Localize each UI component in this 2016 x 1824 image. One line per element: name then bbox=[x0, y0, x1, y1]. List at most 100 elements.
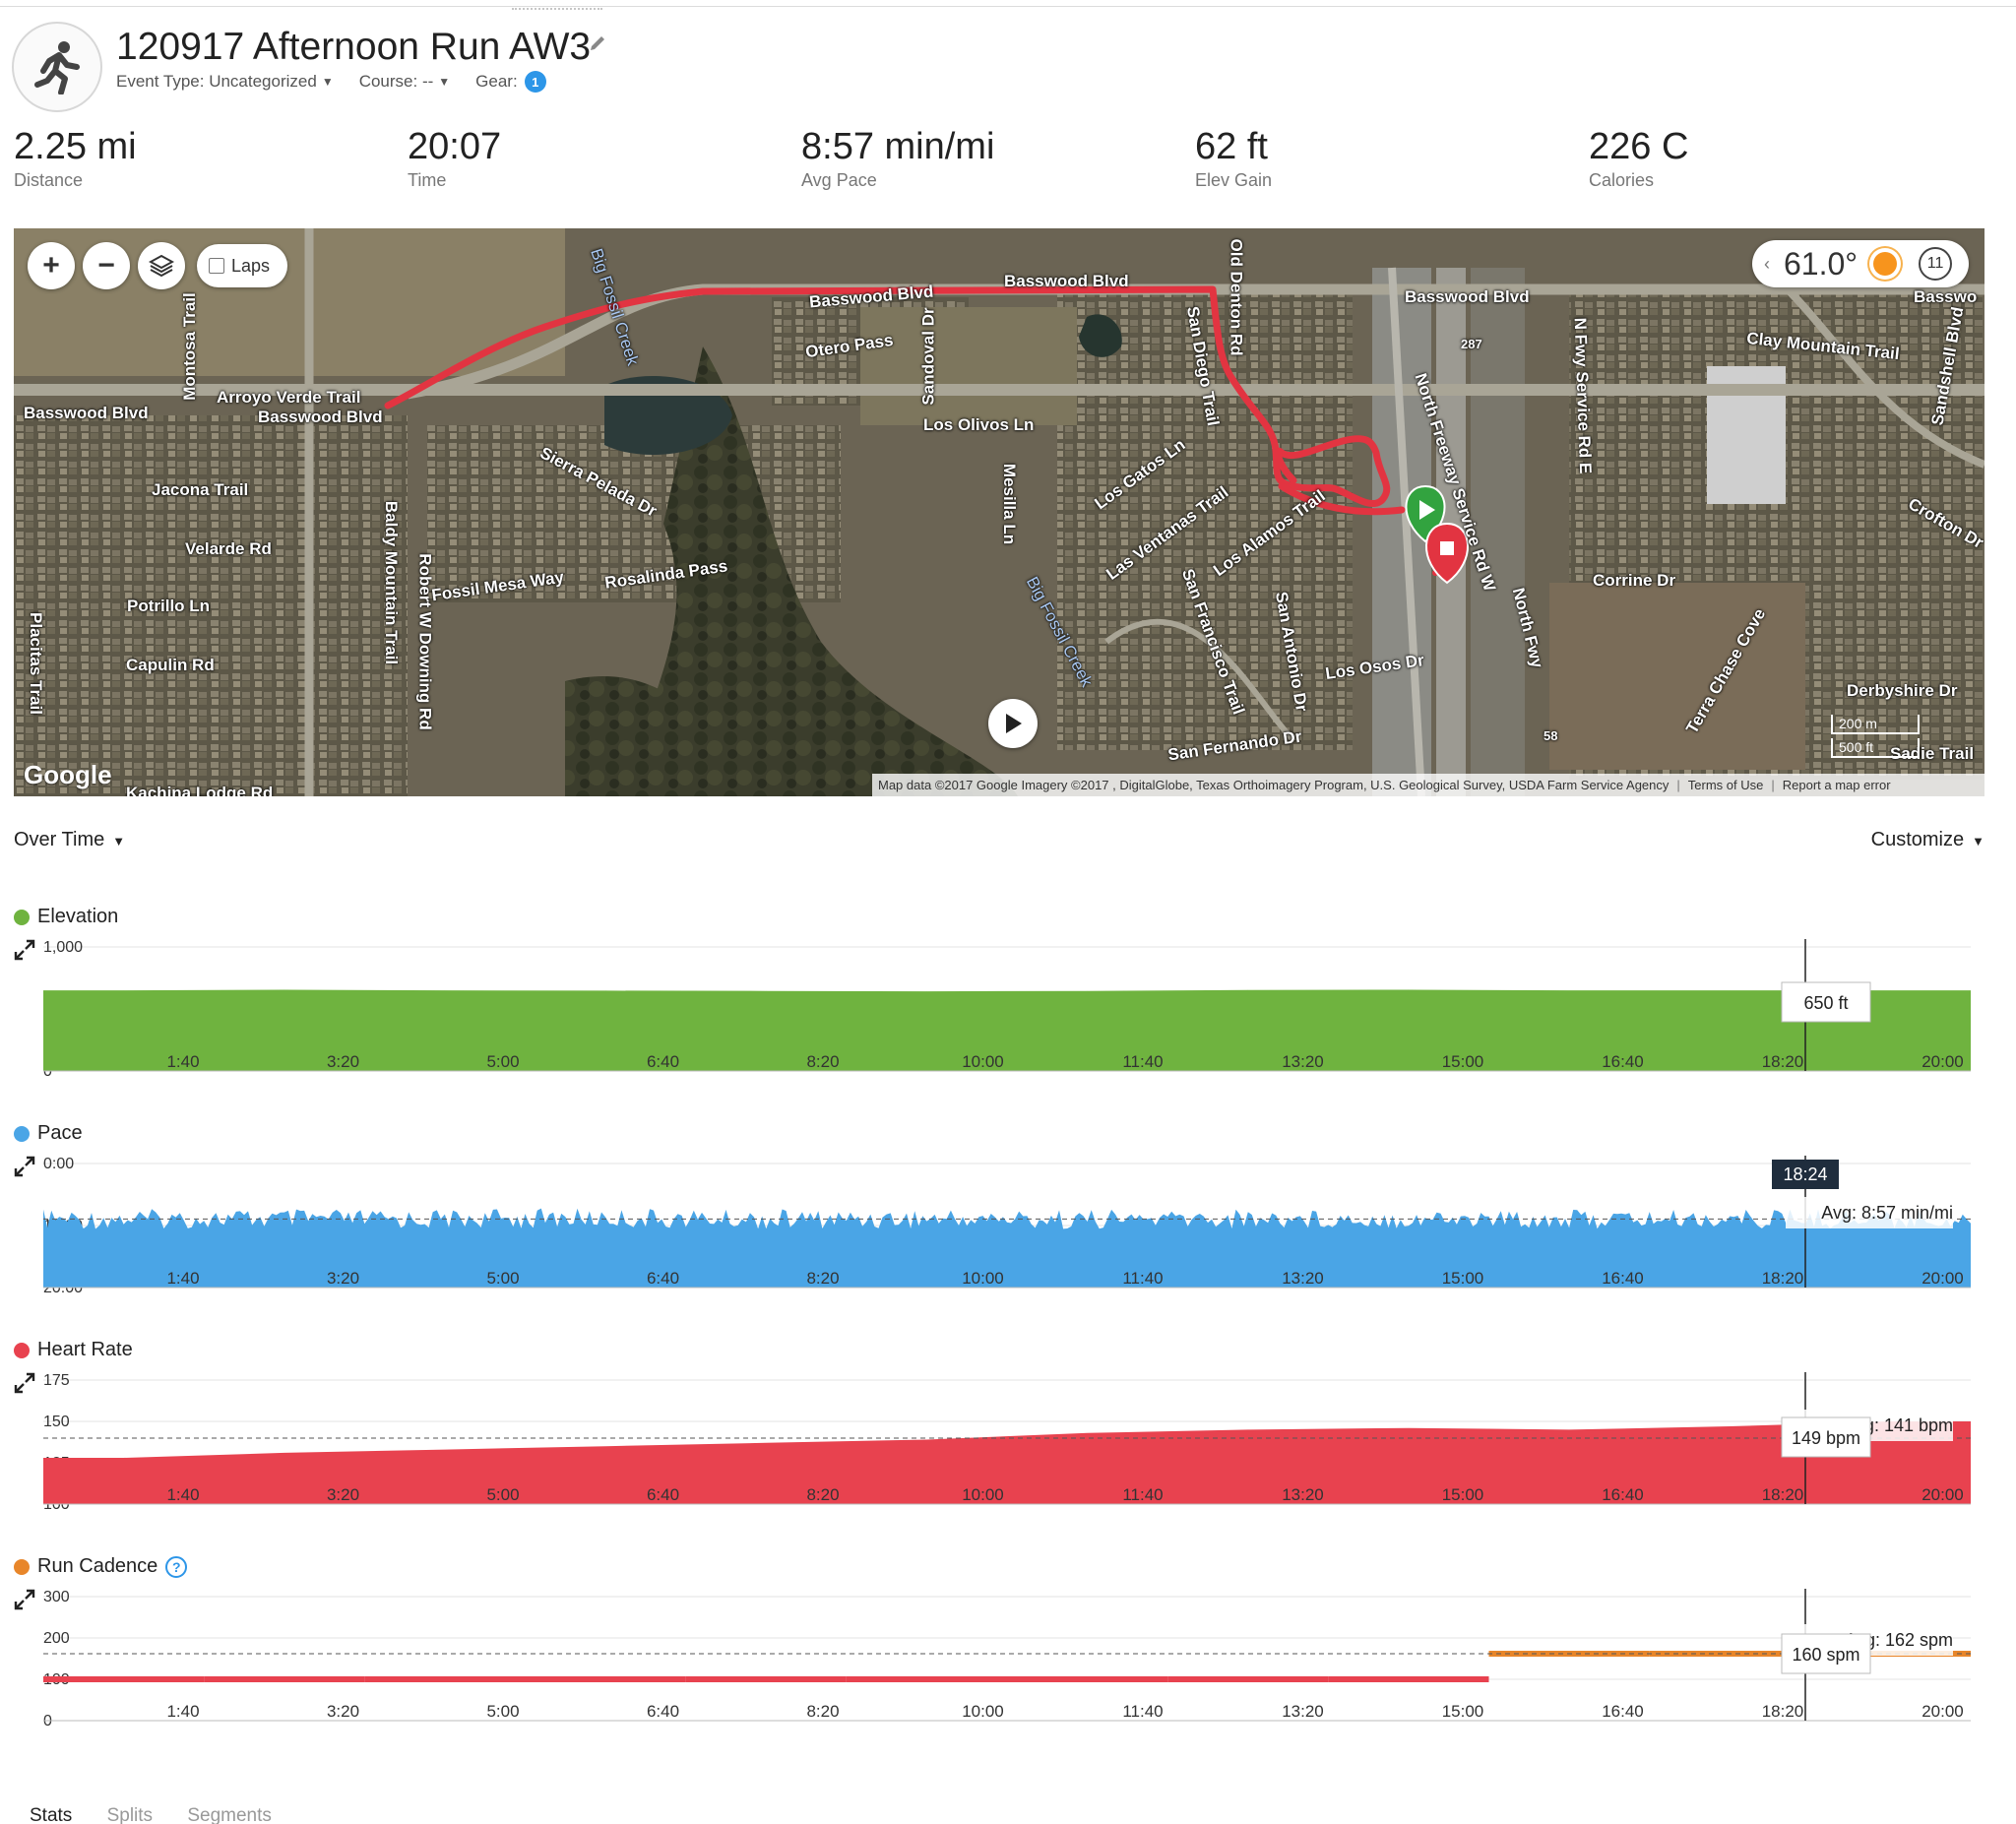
chart-title: Run Cadence bbox=[37, 1555, 158, 1577]
x-tick-label: 8:20 bbox=[806, 1485, 839, 1504]
gear-link[interactable]: Gear: 1 bbox=[475, 71, 546, 93]
stat-value: 2.25 mi bbox=[14, 126, 137, 167]
running-activity-icon bbox=[12, 22, 102, 112]
stat-label: Elev Gain bbox=[1195, 170, 1273, 190]
report-map-error-link[interactable]: Report a map error bbox=[1782, 778, 1891, 792]
expand-icon[interactable] bbox=[14, 1589, 35, 1610]
wind-icon: 11 bbox=[1919, 247, 1953, 281]
google-logo: Google bbox=[24, 760, 112, 789]
stat-time: 20:07 Time bbox=[408, 126, 501, 191]
x-tick-label: 8:20 bbox=[806, 1702, 839, 1721]
caret-down-icon: ▼ bbox=[321, 75, 334, 89]
stat-avg-pace: 8:57 min/mi Avg Pace bbox=[801, 126, 994, 191]
finish-marker[interactable] bbox=[1425, 522, 1469, 585]
expand-icon[interactable] bbox=[14, 939, 35, 961]
map-label: Capulin Rd bbox=[126, 656, 215, 674]
weather-widget[interactable]: ‹ 61.0° 11 bbox=[1752, 240, 1969, 287]
customize-dropdown[interactable]: Customize ▼ bbox=[1871, 829, 1984, 851]
run-cadence-plot[interactable]: 30020010001:403:205:006:408:2010:0011:40… bbox=[14, 1589, 1984, 1727]
map-label: Basswood Blvd bbox=[1004, 272, 1129, 290]
highway-shield: 287 bbox=[1461, 337, 1482, 351]
x-tick-label: 3:20 bbox=[327, 1702, 359, 1721]
pace-plot[interactable]: 0:0010:0020:001:403:205:006:408:2010:001… bbox=[14, 1156, 1984, 1293]
tooltip-value: 650 ft bbox=[1803, 993, 1848, 1013]
x-tick-label: 20:00 bbox=[1922, 1052, 1964, 1071]
series-dot bbox=[14, 1342, 30, 1358]
top-divider bbox=[0, 6, 2016, 7]
chart-title: Pace bbox=[37, 1122, 83, 1144]
map-label: Kachina Lodge Rd bbox=[126, 784, 274, 796]
zoom-out-button[interactable]: − bbox=[83, 242, 130, 289]
x-tick-label: 11:40 bbox=[1122, 1269, 1163, 1288]
x-tick-label: 1:40 bbox=[166, 1485, 199, 1504]
expand-icon[interactable] bbox=[14, 1156, 35, 1177]
edit-pencil-icon[interactable] bbox=[588, 33, 607, 58]
route-map[interactable]: Basswood Blvd Basswood Blvd Basswood Blv… bbox=[14, 228, 1984, 796]
time-tooltip-box bbox=[1772, 1160, 1839, 1189]
average-label: Avg: 141 bpm bbox=[1844, 1415, 1953, 1435]
caret-down-icon: ▼ bbox=[112, 834, 126, 849]
play-route-button[interactable] bbox=[988, 699, 1038, 748]
exit-sign: 58 bbox=[1544, 728, 1558, 743]
x-tick-label: 6:40 bbox=[647, 1702, 679, 1721]
map-label: Placitas Trail bbox=[26, 612, 45, 715]
help-icon[interactable]: ? bbox=[165, 1555, 188, 1578]
course-label: Course: -- bbox=[358, 72, 434, 91]
y-tick-label: 0:00 bbox=[43, 1156, 74, 1172]
chevron-left-icon[interactable]: ‹ bbox=[1764, 253, 1770, 274]
expand-icon[interactable] bbox=[14, 1372, 35, 1394]
map-attribution: Map data ©2017 Google Imagery ©2017 , Di… bbox=[872, 774, 1984, 796]
map-label: Sandoval Dr bbox=[918, 307, 938, 406]
map-label: Old Denton Rd bbox=[1227, 238, 1246, 356]
x-tick-label: 3:20 bbox=[327, 1485, 359, 1504]
laps-checkbox[interactable] bbox=[209, 258, 224, 274]
x-tick-label: 20:00 bbox=[1922, 1702, 1964, 1721]
chart-title: Elevation bbox=[37, 906, 119, 927]
activity-title: 120917 Afternoon Run AW3 bbox=[116, 26, 592, 68]
stat-label: Avg Pace bbox=[801, 170, 877, 190]
series-area bbox=[43, 1208, 1971, 1288]
tab-stats[interactable]: Stats bbox=[30, 1805, 73, 1824]
average-label: Avg: 8:57 min/mi bbox=[1821, 1203, 1953, 1223]
chart-title: Heart Rate bbox=[37, 1339, 133, 1360]
event-type-label: Event Type: Uncategorized bbox=[116, 72, 317, 91]
x-tick-label: 10:00 bbox=[962, 1702, 1004, 1721]
map-label: Jacona Trail bbox=[152, 480, 249, 499]
attribution-text: Map data ©2017 Google Imagery ©2017 , Di… bbox=[878, 778, 1670, 792]
event-type-dropdown[interactable]: Event Type: Uncategorized ▼ bbox=[116, 72, 334, 92]
y-tick-label: 200 bbox=[43, 1630, 70, 1647]
x-tick-label: 16:40 bbox=[1602, 1485, 1644, 1504]
series-area bbox=[43, 1421, 1971, 1504]
x-tick-label: 13:20 bbox=[1282, 1269, 1324, 1288]
tooltip-value: 160 spm bbox=[1792, 1645, 1859, 1665]
x-tick-label: 11:40 bbox=[1122, 1485, 1163, 1504]
laps-label: Laps bbox=[231, 255, 271, 276]
tab-segments[interactable]: Segments bbox=[187, 1805, 272, 1824]
terms-link[interactable]: Terms of Use bbox=[1687, 778, 1764, 792]
elevation-plot[interactable]: 1,00050001:403:205:006:408:2010:0011:401… bbox=[14, 939, 1984, 1077]
stat-value: 20:07 bbox=[408, 126, 502, 167]
map-label: Basswood Blvd bbox=[258, 408, 383, 426]
laps-toggle[interactable]: Laps bbox=[197, 244, 287, 287]
charts-toolbar: Over Time ▼ Customize ▼ bbox=[14, 829, 1984, 858]
gear-count-badge: 1 bbox=[524, 71, 546, 93]
tab-splits[interactable]: Splits bbox=[106, 1805, 154, 1824]
x-tick-label: 6:40 bbox=[647, 1052, 679, 1071]
over-time-dropdown[interactable]: Over Time ▼ bbox=[14, 829, 125, 851]
x-tick-label: 11:40 bbox=[1122, 1052, 1163, 1071]
map-label: Basswood Blvd bbox=[1405, 287, 1530, 306]
average-label: Avg: 162 spm bbox=[1845, 1630, 1953, 1650]
zoom-in-button[interactable]: + bbox=[28, 242, 75, 289]
x-tick-label: 3:20 bbox=[327, 1052, 359, 1071]
layers-button[interactable] bbox=[138, 242, 185, 289]
course-dropdown[interactable]: Course: -- ▼ bbox=[359, 72, 450, 92]
map-scale: 200 m 500 ft bbox=[1831, 715, 1920, 762]
route-line bbox=[384, 285, 1391, 507]
x-tick-label: 6:40 bbox=[647, 1485, 679, 1504]
y-tick-label: 0 bbox=[43, 1713, 52, 1727]
heart-rate-plot[interactable]: 1751501251001:403:205:006:408:2010:0011:… bbox=[14, 1372, 1984, 1510]
stat-calories: 226 C Calories bbox=[1589, 126, 1688, 191]
stat-value: 62 ft bbox=[1195, 126, 1268, 167]
x-tick-label: 10:00 bbox=[962, 1485, 1004, 1504]
map-label: Basswo bbox=[1914, 287, 1978, 306]
